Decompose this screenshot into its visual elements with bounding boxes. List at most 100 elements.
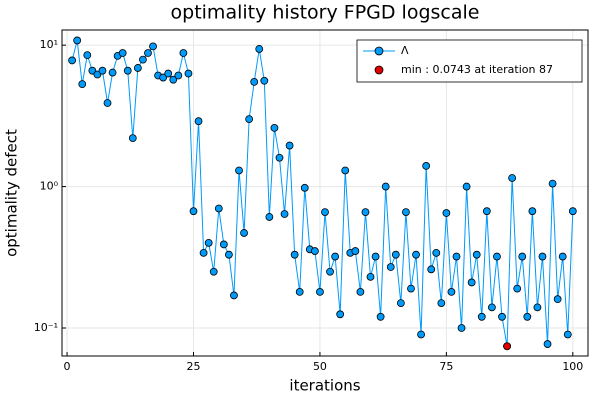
point [523, 312, 532, 321]
point [123, 66, 132, 75]
point [83, 51, 92, 60]
point [108, 68, 117, 77]
point [402, 208, 410, 217]
point [270, 123, 279, 132]
point [417, 330, 425, 339]
point [321, 208, 329, 217]
point [391, 250, 400, 259]
point [518, 252, 527, 261]
point [488, 303, 496, 312]
point [477, 312, 486, 321]
x-tick-label: 100 [562, 360, 583, 373]
point [199, 248, 208, 257]
point [356, 288, 365, 296]
point [371, 252, 380, 261]
point [316, 288, 324, 296]
point [376, 312, 385, 321]
point [412, 250, 420, 259]
point [245, 115, 254, 124]
point [326, 267, 334, 276]
point [73, 36, 82, 45]
point [498, 312, 506, 321]
point [482, 207, 491, 216]
point [290, 250, 299, 259]
point [427, 265, 436, 274]
point [381, 182, 390, 191]
x-axis-label: iterations [289, 377, 360, 395]
point [432, 248, 441, 257]
point [78, 80, 87, 89]
series-line [71, 40, 574, 347]
point [164, 69, 173, 78]
legend-box [356, 39, 583, 83]
point [209, 267, 218, 276]
point [533, 303, 542, 312]
point [442, 209, 451, 217]
x-tick-label: 75 [439, 360, 453, 373]
point [331, 252, 340, 261]
point [528, 207, 537, 216]
point [457, 324, 466, 332]
point [128, 134, 137, 143]
point [285, 141, 294, 150]
legend-marker [374, 65, 384, 75]
point [280, 210, 289, 218]
point [568, 207, 577, 216]
point [407, 284, 415, 293]
point [467, 278, 476, 287]
point [563, 330, 572, 339]
legend-label: min : 0.0743 at iteration 87 [401, 63, 553, 76]
point [493, 252, 501, 261]
point [366, 272, 375, 281]
point [139, 55, 147, 64]
point [225, 250, 233, 259]
point [310, 247, 319, 255]
point [513, 284, 522, 293]
point [553, 295, 562, 304]
point [98, 66, 107, 75]
point [103, 99, 112, 107]
point [361, 208, 370, 217]
point [240, 229, 248, 237]
plot-frame [61, 29, 589, 357]
point [508, 174, 517, 182]
point [255, 45, 264, 53]
point [169, 75, 178, 84]
y-tick-label: 10¹ [40, 38, 58, 51]
point [295, 288, 304, 296]
point [214, 204, 223, 213]
point [133, 64, 142, 72]
point [422, 162, 431, 170]
point [93, 70, 102, 79]
point [503, 342, 511, 351]
point [548, 179, 557, 188]
point [68, 56, 77, 65]
point [341, 166, 350, 175]
point [149, 42, 157, 51]
point [300, 183, 309, 192]
y-tick-label: 10⁰ [40, 180, 59, 193]
point [118, 49, 127, 57]
point [219, 240, 228, 249]
point [194, 117, 203, 126]
point [235, 166, 243, 175]
point [472, 250, 481, 259]
point [88, 66, 97, 75]
legend-label: Λ [401, 44, 409, 57]
point [184, 69, 193, 78]
point [538, 252, 547, 261]
point [543, 340, 552, 348]
x-tick-label: 0 [64, 360, 71, 373]
point [386, 263, 395, 271]
x-tick-label: 25 [187, 360, 201, 373]
point [144, 49, 152, 57]
point [159, 73, 168, 82]
x-tick-label: 50 [313, 360, 327, 373]
point [351, 247, 360, 255]
point [230, 291, 238, 300]
chart-title: optimality history FPGD logscale [171, 2, 480, 24]
point [437, 299, 446, 308]
y-axis-label: optimality defect [3, 129, 21, 257]
